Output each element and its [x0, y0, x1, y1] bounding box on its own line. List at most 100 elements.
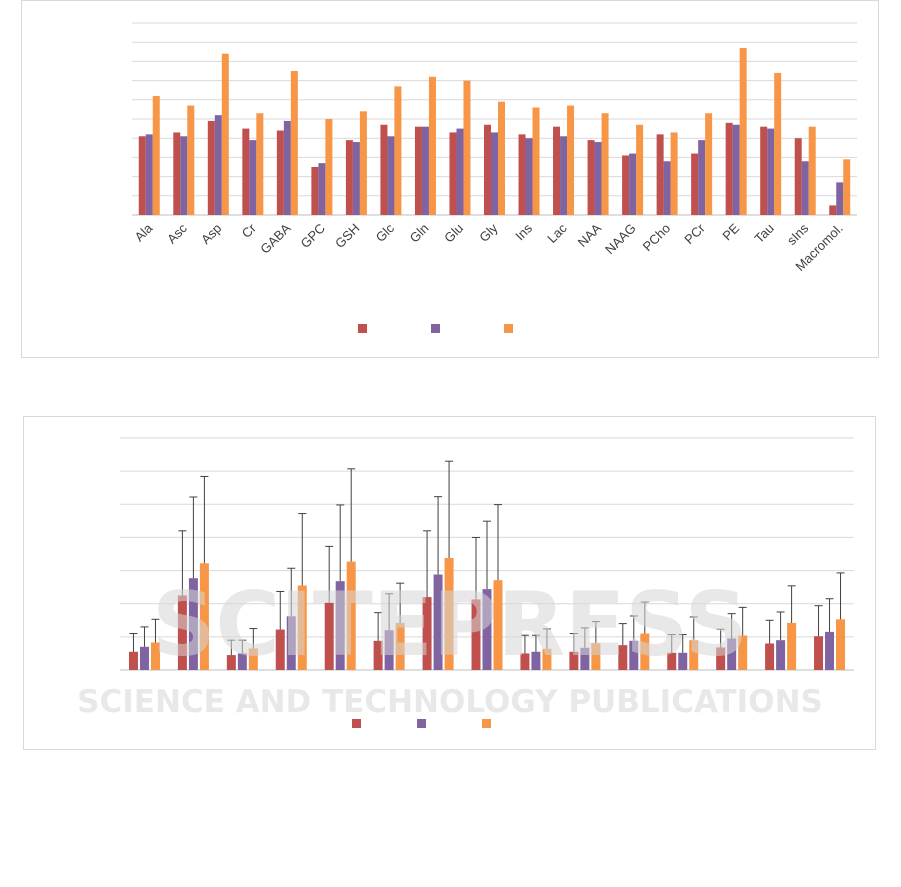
- x-tick-label: Gly: [476, 220, 501, 245]
- bar-group9-series3: [542, 648, 552, 670]
- bar-gsh-series3: [359, 111, 367, 215]
- bar-pcho-series2: [663, 161, 671, 215]
- bar-asp-series3: [221, 53, 229, 215]
- bar-gln-series3: [428, 76, 436, 215]
- bar-gaba-series1: [276, 130, 284, 215]
- bar-glc-series1: [380, 124, 388, 215]
- bar-gln-series2: [421, 126, 429, 215]
- bar-sins-series1: [794, 138, 802, 215]
- bar-group7-series1: [422, 597, 432, 670]
- bar-group5-series1: [324, 602, 334, 670]
- bar-gly-series1: [484, 124, 491, 215]
- bar-group10-series2: [580, 647, 590, 670]
- bar-ala-series3: [152, 95, 160, 215]
- bar-sins-series2: [801, 161, 809, 215]
- bar-group13-series2: [727, 638, 737, 670]
- chart-panel-bottom: [23, 416, 876, 750]
- bar-naag-series3: [636, 124, 644, 215]
- x-tick-label: Lac: [544, 220, 570, 246]
- bar-asc-series2: [180, 136, 188, 215]
- x-tick-label: Glu: [441, 221, 466, 246]
- bar-chart-errorbars: [120, 437, 854, 728]
- x-tick-label: NAAG: [602, 221, 639, 258]
- x-tick-label: Ala: [131, 220, 155, 244]
- bar-group15-series1: [814, 636, 824, 670]
- legend-swatch-series3: [504, 324, 513, 333]
- bar-pcr-series3: [705, 113, 713, 215]
- bar-pcho-series1: [656, 134, 664, 215]
- legend-swatch-series1: [352, 719, 361, 728]
- bar-asc-series3: [187, 105, 195, 215]
- bar-group5-series3: [346, 561, 356, 670]
- bar-group1-series2: [139, 646, 149, 670]
- x-tick-label: sIns: [784, 220, 812, 248]
- bar-tau-series2: [767, 128, 775, 215]
- bar-group7-series2: [433, 574, 443, 670]
- bar-macromol-series1: [829, 205, 837, 215]
- bar-cr-series1: [242, 128, 250, 215]
- bar-naa-series2: [594, 142, 602, 215]
- bar-sins-series3: [808, 126, 816, 215]
- bar-naag-series1: [622, 155, 630, 215]
- bar-group3-series2: [237, 653, 247, 670]
- bar-pcho-series3: [670, 132, 678, 215]
- bar-pcr-series2: [698, 140, 706, 215]
- bar-pe-series2: [732, 124, 740, 215]
- bar-ins-series1: [518, 134, 526, 215]
- x-tick-label: Tau: [751, 221, 776, 246]
- bar-gln-series1: [414, 126, 422, 215]
- legend-swatch-series1: [358, 324, 367, 333]
- bar-gaba-series2: [283, 120, 291, 215]
- bar-group10-series1: [569, 651, 579, 670]
- bar-lac-series3: [567, 105, 575, 215]
- bar-lac-series2: [560, 136, 568, 215]
- x-tick-label: GSH: [332, 221, 363, 252]
- bar-glu-series3: [463, 80, 471, 215]
- bar-pe-series3: [739, 47, 747, 216]
- bar-gaba-series3: [290, 71, 298, 215]
- bar-group14-series1: [765, 643, 775, 670]
- bar-asp-series2: [214, 115, 222, 215]
- bar-gly-series3: [498, 101, 505, 215]
- bar-macromol-series3: [843, 159, 851, 215]
- bar-group2-series3: [199, 563, 209, 670]
- bar-pcr-series1: [691, 153, 699, 215]
- bar-group11-series3: [640, 633, 650, 670]
- bar-group3-series3: [248, 648, 258, 670]
- bar-group2-series1: [177, 595, 187, 670]
- bar-pe-series1: [725, 122, 733, 215]
- x-tick-label: Ins: [512, 220, 535, 243]
- x-tick-label: PE: [719, 220, 742, 243]
- bar-ala-series1: [138, 136, 146, 215]
- bar-ala-series2: [145, 134, 153, 215]
- bar-group11-series2: [629, 640, 639, 670]
- bar-naa-series1: [587, 140, 595, 215]
- bar-cr-series3: [256, 113, 264, 215]
- x-tick-label: PCr: [681, 220, 708, 247]
- bar-group3-series1: [226, 655, 236, 670]
- bar-group4-series2: [286, 616, 296, 670]
- bar-glc-series2: [387, 136, 395, 215]
- bar-group2-series2: [188, 578, 198, 670]
- bar-naag-series2: [629, 153, 637, 215]
- x-tick-label: Glc: [373, 220, 398, 245]
- bar-group10-series3: [591, 643, 601, 670]
- bar-group1-series3: [150, 642, 160, 670]
- bar-ins-series2: [525, 138, 533, 215]
- x-tick-label: Gln: [407, 221, 432, 246]
- bar-group6-series2: [384, 630, 394, 670]
- x-tick-label: PCho: [640, 221, 674, 255]
- bar-glu-series1: [449, 132, 457, 215]
- bar-group15-series2: [825, 631, 835, 670]
- bar-gsh-series1: [345, 140, 353, 215]
- bar-gsh-series2: [352, 142, 360, 215]
- x-tick-label: Cr: [239, 220, 260, 241]
- bar-group1-series1: [128, 651, 138, 670]
- bar-group4-series1: [275, 629, 285, 670]
- x-tick-label: GPC: [297, 221, 328, 252]
- legend-swatch-series2: [417, 719, 426, 728]
- bar-naa-series3: [601, 113, 609, 215]
- bar-tau-series3: [774, 72, 782, 215]
- bar-cr-series2: [249, 140, 257, 215]
